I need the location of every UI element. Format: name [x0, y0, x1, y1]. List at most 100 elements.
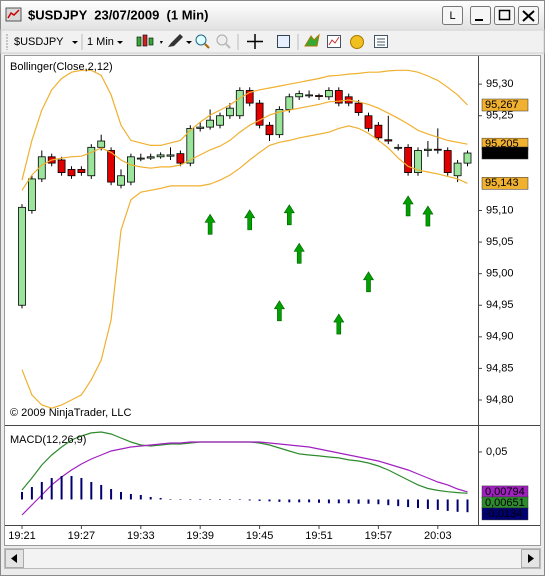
signal-arrow — [333, 313, 345, 335]
scroll-right-icon — [528, 554, 534, 563]
last-value-label: 95,267 — [485, 99, 519, 111]
signal-arrow — [422, 205, 434, 227]
candle-body — [245, 90, 254, 104]
crosshair-button[interactable] — [247, 34, 263, 49]
histogram-bar — [268, 499, 271, 502]
histogram-bar — [357, 499, 360, 504]
last-value-label: 0,00651 — [485, 497, 525, 509]
histogram-bar — [318, 499, 320, 503]
minimize-button[interactable] — [470, 6, 491, 25]
last-value-label: -0,0134 — [485, 508, 522, 520]
chart-area — [4, 55, 541, 546]
chart-style-button[interactable] — [136, 34, 154, 47]
histogram-bar — [189, 499, 192, 500]
dropdown-arrow — [160, 41, 163, 44]
candle-body — [186, 127, 195, 164]
zoom-out-button[interactable] — [216, 34, 231, 49]
order-button[interactable] — [350, 35, 364, 49]
histogram-bar — [238, 499, 241, 500]
histogram-bar — [436, 499, 439, 510]
candle-body — [176, 153, 185, 164]
y-tick-label: 94,85 — [486, 362, 514, 374]
histogram-bar — [377, 499, 380, 505]
x-tick-label: 19:39 — [186, 530, 214, 542]
candle-body — [27, 178, 36, 211]
instrument-selector[interactable]: $USDJPY — [14, 36, 64, 48]
scrollbar[interactable] — [4, 548, 541, 569]
histogram-bar — [179, 499, 182, 500]
candle-body — [107, 150, 115, 183]
indicator-button[interactable] — [304, 33, 320, 47]
x-tick-label: 19:33 — [127, 530, 155, 542]
histogram-bar — [258, 499, 261, 501]
y-tick-label: 95,25 — [486, 110, 514, 122]
signal-arrow — [402, 195, 414, 217]
histogram-bar — [110, 489, 113, 500]
candle-body — [136, 157, 145, 160]
x-tick-label: 19:21 — [8, 530, 36, 542]
histogram-bar — [367, 499, 370, 504]
maximize-icon — [498, 9, 511, 21]
candle-body — [443, 150, 452, 173]
link-button[interactable] — [442, 6, 463, 25]
histogram-bar — [50, 477, 53, 500]
signal-arrow — [204, 213, 216, 235]
candle-body — [315, 95, 323, 97]
x-tick-label: 19:57 — [365, 530, 393, 542]
dropdown-arrow — [186, 41, 192, 44]
histogram-bar — [219, 499, 221, 500]
last-value-label: 95,143 — [485, 177, 519, 189]
signal-arrow — [362, 271, 375, 293]
candle-body — [216, 115, 224, 126]
x-tick-label: 19:51 — [305, 530, 333, 542]
histogram-bar — [278, 499, 281, 502]
histogram-bar — [397, 499, 400, 507]
candle-body — [255, 102, 264, 126]
candle-body — [334, 90, 343, 104]
candle-body — [156, 154, 165, 158]
histogram-bar — [407, 499, 410, 508]
candle-body — [305, 94, 314, 97]
interval-selector[interactable]: 1 Min — [87, 36, 114, 48]
histogram-bar — [129, 493, 132, 500]
candle-body — [463, 152, 472, 164]
drawing-tool-button[interactable] — [168, 34, 183, 47]
candle-body — [87, 146, 96, 177]
histogram-bar — [417, 499, 419, 509]
bollinger-band — [21, 125, 468, 409]
candle-body — [404, 146, 413, 173]
icon-part — [136, 36, 142, 47]
maximize-button[interactable] — [494, 6, 515, 25]
data-box-button[interactable] — [277, 35, 290, 48]
candle-body — [354, 102, 363, 113]
dropdown-arrow — [72, 41, 78, 44]
zoom-in-button[interactable] — [195, 34, 210, 49]
link-button-label: L — [449, 10, 455, 22]
histogram-bar — [60, 476, 63, 500]
histogram-bar — [426, 499, 429, 509]
y-tick-label: 95,30 — [486, 78, 514, 90]
scroll-left-icon — [11, 554, 17, 563]
histogram-bar — [387, 499, 390, 506]
last-value-box — [481, 507, 529, 521]
y-tick-label: 95,10 — [486, 204, 514, 216]
histogram-bar — [90, 481, 93, 500]
candle-body — [384, 139, 393, 142]
copyright-note: © 2009 NinjaTrader, LLC — [10, 407, 131, 419]
candle-body — [394, 146, 403, 149]
last-value-box — [481, 146, 529, 160]
last-value-label: 95,191 — [485, 147, 519, 159]
histogram-bar — [40, 481, 43, 500]
icon-part — [204, 43, 210, 49]
y-tick-label: 94,90 — [486, 331, 514, 343]
candle-body — [166, 154, 175, 157]
histogram-bar — [209, 499, 212, 500]
x-tick-label: 20:03 — [424, 530, 452, 542]
last-value-box — [481, 98, 529, 112]
panel-title: Bollinger(Close,2,12) — [10, 61, 113, 73]
histogram-bar — [308, 499, 311, 503]
signal-arrow — [244, 209, 256, 231]
histogram-bar — [70, 476, 73, 500]
bollinger-band — [21, 69, 468, 181]
